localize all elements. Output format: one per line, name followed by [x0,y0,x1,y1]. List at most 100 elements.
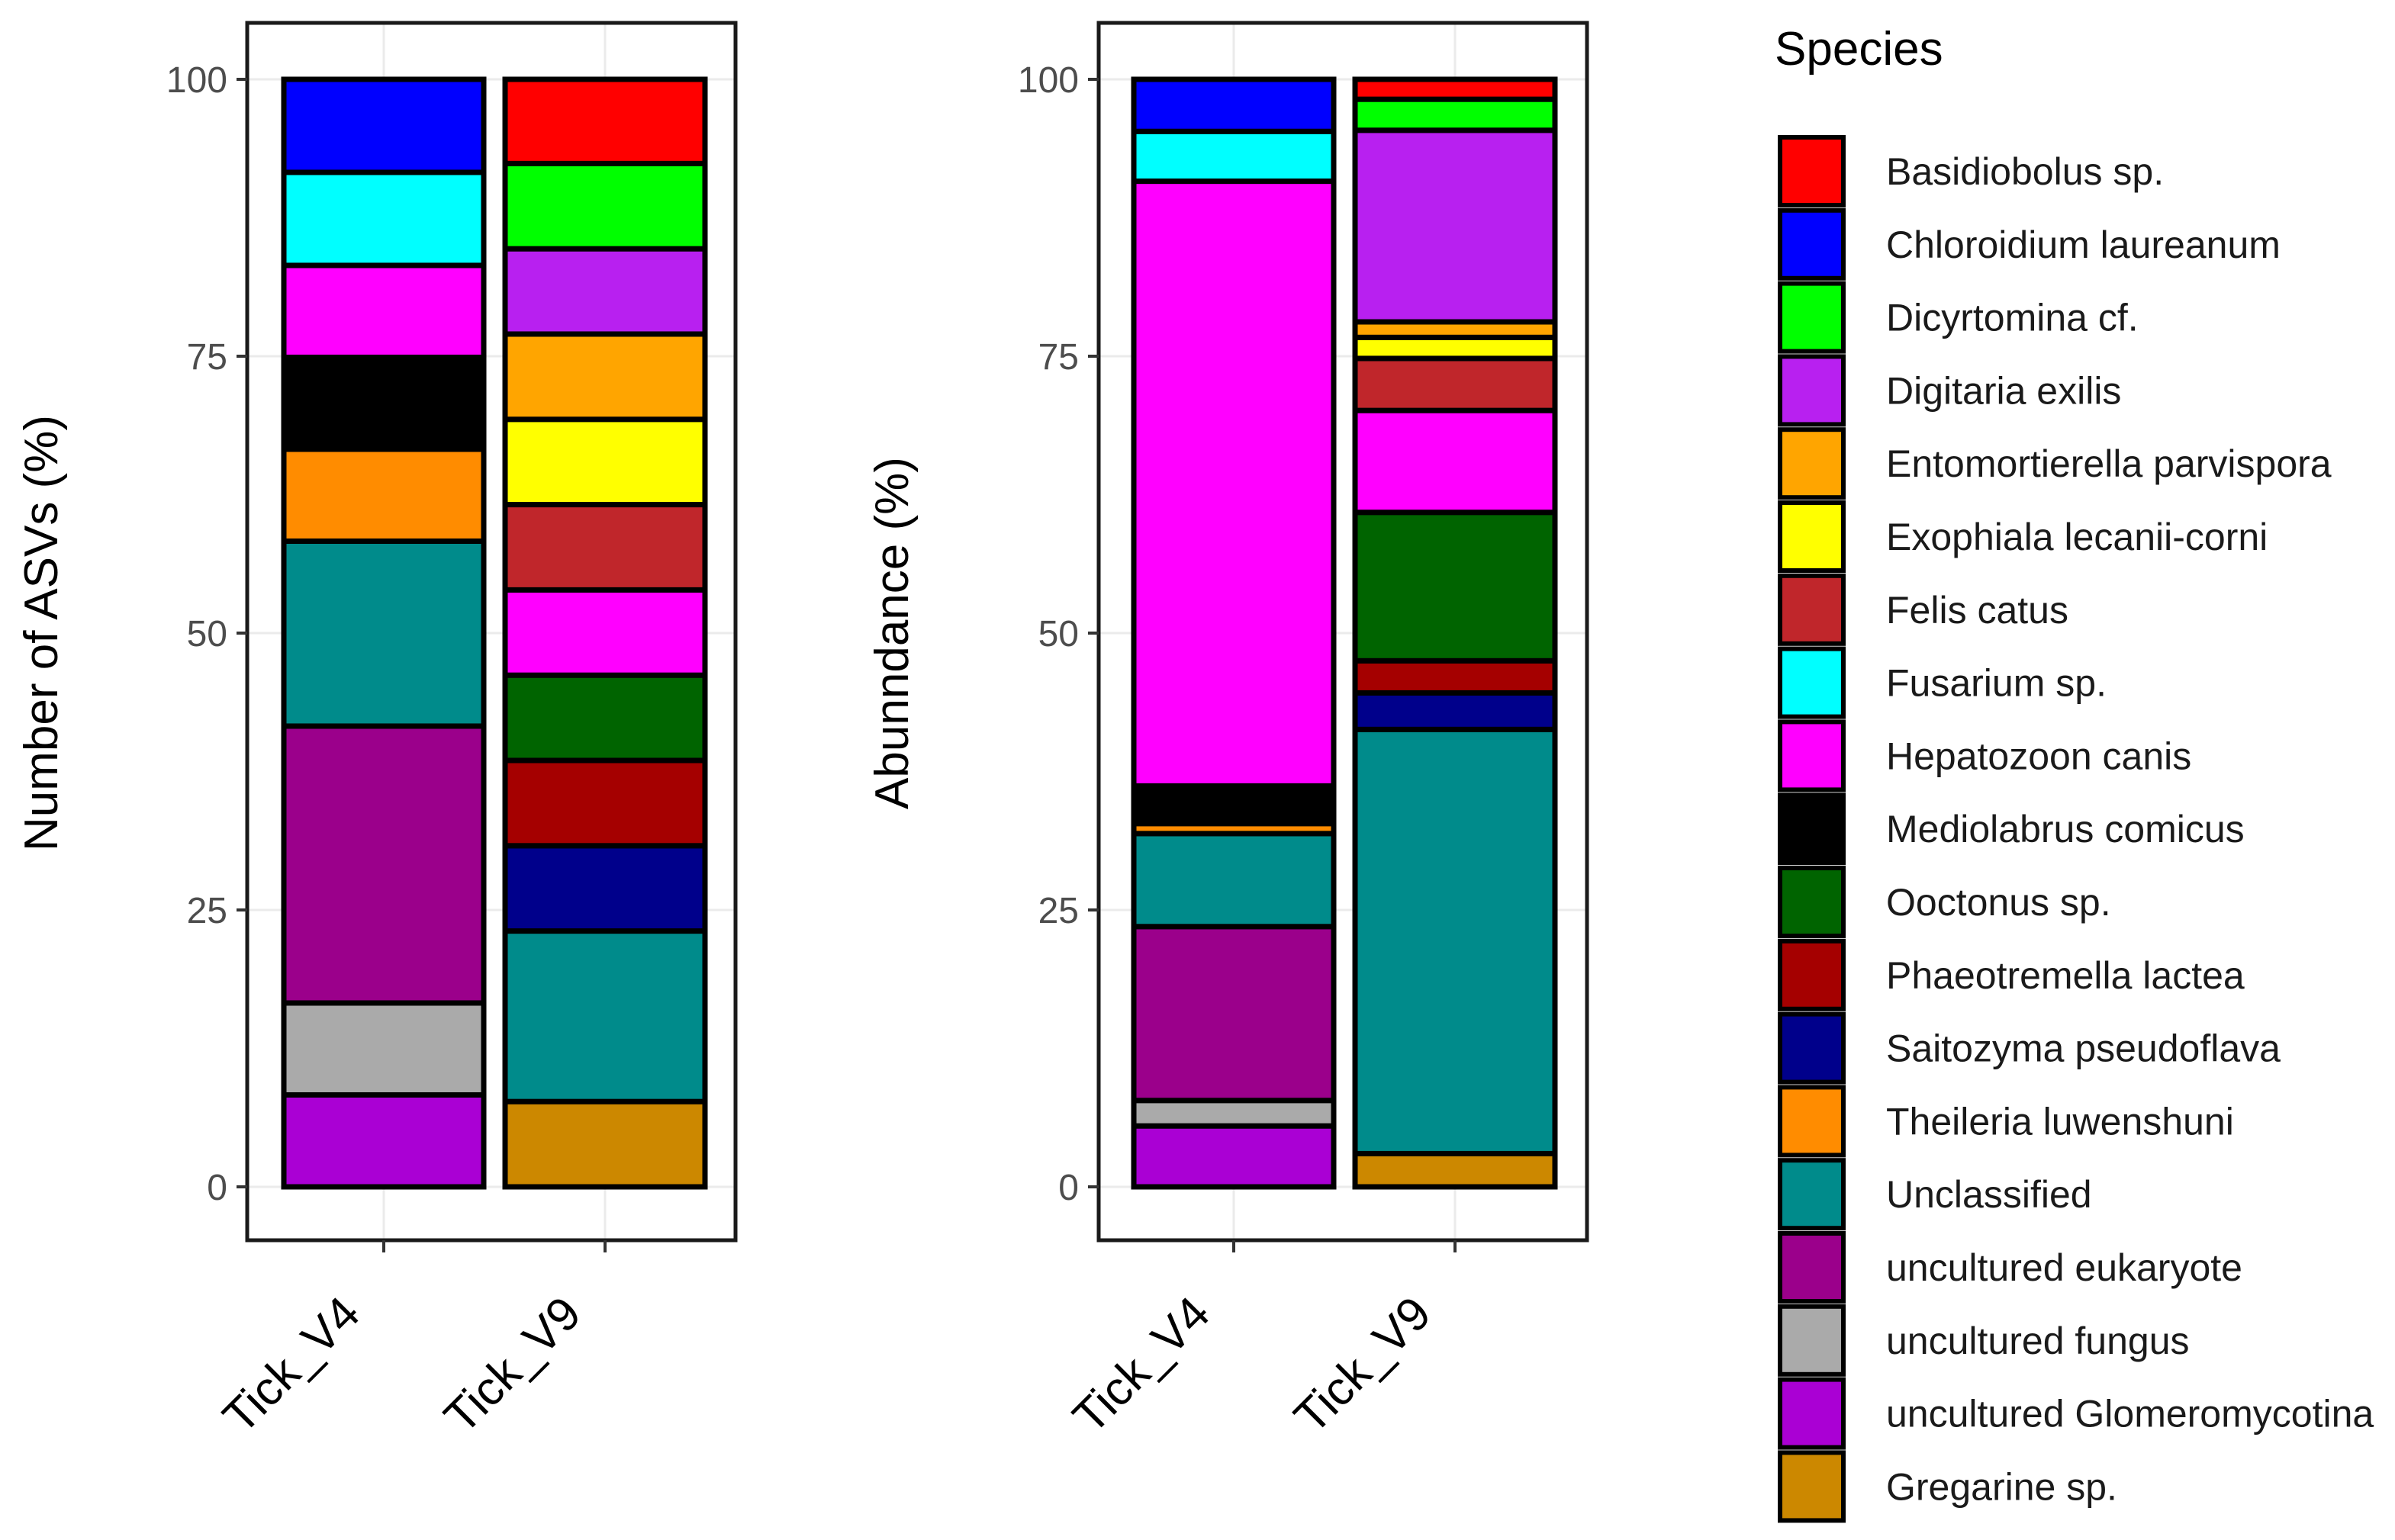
legend-swatch [1778,1085,1846,1158]
y-tick-label: 25 [1038,891,1079,931]
bar-segment-tick-v9-dicyrtomina-cf [502,160,708,252]
y-tick-label: 75 [187,337,227,378]
bar-segment-tick-v9-felis-catus [502,502,708,593]
legend-label: Mediolabrus comicus [1886,808,2245,850]
legend-label: Ooctonus sp. [1886,881,2111,924]
y-tick-label: 100 [166,60,227,101]
legend-swatch [1778,1377,1846,1450]
legend-label: Dicyrtomina cf. [1886,297,2139,339]
x-category-label: Tick_V9 [434,1287,591,1444]
bar-segment-tick-v9-exophiala-lecanii-corni [1352,334,1558,362]
legend-item-mediolabrus-comicus: Mediolabrus comicus [1778,793,2245,866]
legend-item-phaeotremella-lactea: Phaeotremella lactea [1778,938,2245,1011]
bar-segment-tick-v4-fusarium-sp [1131,128,1337,185]
legend-swatch [1778,573,1846,646]
panel-asv-count: 0 25 50 75 100 Tick_V4 Tick_V9 Number of ASVs (… [15,21,738,1444]
x-category-label: Tick_V4 [1063,1287,1220,1444]
bar-segment-tick-v4-hepatozoon-canis [281,262,487,360]
legend-label: Theileria luwenshuni [1886,1100,2234,1143]
y-tick-label: 0 [1058,1168,1079,1208]
bar-segment-tick-v4-hepatozoon-canis [1131,178,1337,789]
legend-item-exophiala-lecanii-corni: Exophiala lecanii-corni [1778,500,2268,573]
legend-title: Species [1775,23,1943,76]
bar-segment-tick-v9-digitaria-exilis [502,246,708,337]
bar-segment-tick-v9-ooctonus-sp [502,672,708,764]
species-legend: Species Basidiobolus sp. Chloroidium laur… [1775,23,2374,1523]
bar-segment-tick-v4-mediolabrus-comicus [281,354,487,452]
y-tick-label: 0 [207,1168,227,1208]
legend-swatch [1778,354,1846,427]
x-category-label: Tick_V9 [1284,1287,1441,1444]
legend-swatch [1778,281,1846,354]
legend-item-uncultured-eukaryote: uncultured eukaryote [1778,1231,2242,1304]
legend-label: Digitaria exilis [1886,369,2121,412]
bar-segment-tick-v9-phaeotremella-lactea [502,757,708,849]
legend-label: uncultured Glomeromycotina [1886,1393,2374,1436]
bar-segment-tick-v4-uncultured-eukaryote [1131,924,1337,1104]
legend-swatch [1778,207,1846,281]
legend-item-uncultured-glomeromycotina: uncultured Glomeromycotina [1778,1377,2374,1450]
legend-item-theileria-luwenshuni: Theileria luwenshuni [1778,1085,2234,1158]
legend-label: uncultured eukaryote [1886,1246,2242,1289]
bar-segment-tick-v4-uncultured-glomeromycotina [281,1092,487,1190]
bar-segment-tick-v9-hepatozoon-canis [502,587,708,678]
y-tick-label: 100 [1018,60,1079,101]
bar-segment-tick-v9-saitozyma-pseudoflava [1352,690,1558,732]
bar-segment-tick-v9-felis-catus [1352,355,1558,413]
legend-item-saitozyma-pseudoflava: Saitozyma pseudoflava [1778,1011,2281,1085]
y-axis-title: Abunndance (%) [866,457,919,809]
legend-item-unclassified: Unclassified [1778,1158,2092,1231]
legend-swatch [1778,427,1846,500]
y-tick-label: 50 [1038,614,1079,654]
legend-item-gregarine-sp: Gregarine sp. [1778,1450,2117,1523]
bar-segment-tick-v9-digitaria-exilis [1352,127,1558,325]
bar-segment-tick-v9-basidiobolus-sp [1352,76,1558,102]
x-category-label: Tick_V4 [213,1287,370,1444]
bar-segment-tick-v9-entomortierella-parvispora [502,331,708,423]
legend-label: Entomortierella parvispora [1886,442,2332,485]
legend-item-chloroidium-laureanum: Chloroidium laureanum [1778,207,2281,281]
legend-label: Fusarium sp. [1886,662,2107,705]
legend-swatch [1778,793,1846,866]
legend-item-felis-catus: Felis catus [1778,573,2068,646]
legend-item-basidiobolus-sp: Basidiobolus sp. [1778,135,2164,207]
bar-segment-tick-v9-basidiobolus-sp [502,76,708,166]
bar-segment-tick-v4-theileria-luwenshuni [281,446,487,544]
legend-swatch [1778,500,1846,573]
legend-item-digitaria-exilis: Digitaria exilis [1778,354,2121,427]
legend-label: Saitozyma pseudoflava [1886,1027,2281,1070]
bar-segment-tick-v9-hepatozoon-canis [1352,407,1558,516]
bar-segment-tick-v9-phaeotremella-lactea [1352,657,1558,696]
legend-item-uncultured-fungus: uncultured fungus [1778,1304,2190,1377]
bar-segment-tick-v4-chloroidium-laureanum [1131,76,1337,134]
y-axis-title: Number of ASVs (%) [15,415,68,851]
bar-segment-tick-v9-gregarine-sp [502,1098,708,1190]
legend-label: Gregarine sp. [1886,1465,2117,1508]
legend-label: Chloroidium laureanum [1886,223,2281,266]
bar-segment-tick-v9-unclassified [502,928,708,1104]
legend-label: Felis catus [1886,589,2068,632]
legend-swatch [1778,646,1846,719]
y-tick-label: 25 [187,891,227,931]
legend-swatch [1778,135,1846,207]
y-tick-label: 50 [187,614,227,654]
legend-swatch [1778,1231,1846,1304]
bar-segment-tick-v4-chloroidium-laureanum [281,76,487,175]
bar-segment-tick-v9-ooctonus-sp [1352,510,1558,664]
bar-segment-tick-v4-unclassified [1131,831,1337,930]
legend-swatch [1778,938,1846,1011]
bar-segment-tick-v9-unclassified [1352,726,1558,1156]
legend-swatch [1778,719,1846,793]
legend-label: Exophiala lecanii-corni [1886,516,2268,558]
bar-segment-tick-v4-uncultured-glomeromycotina [1131,1123,1337,1190]
legend-swatch [1778,1158,1846,1231]
legend-item-dicyrtomina-cf: Dicyrtomina cf. [1778,281,2139,354]
legend-label: uncultured fungus [1886,1320,2190,1362]
legend-swatch [1778,866,1846,938]
bar-segment-tick-v4-uncultured-eukaryote [281,723,487,1006]
bar-segment-tick-v9-saitozyma-pseudoflava [502,843,708,934]
legend-label: Basidiobolus sp. [1886,150,2164,193]
bar-segment-tick-v9-exophiala-lecanii-corni [502,416,708,508]
legend-swatch [1778,1304,1846,1377]
